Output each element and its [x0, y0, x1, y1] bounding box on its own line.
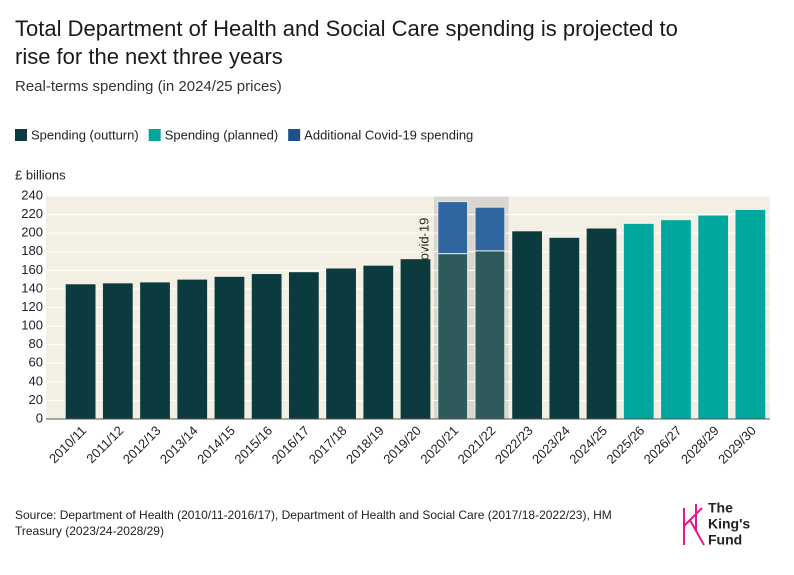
y-tick-label: 80 — [29, 336, 43, 351]
bar — [735, 209, 766, 419]
source: Treasury (2023/24-2028/29) — [15, 524, 164, 538]
x-tick-label: 2016/17 — [269, 423, 313, 467]
logo-text: Fund — [708, 532, 742, 548]
bar — [549, 237, 580, 419]
chart-title: rise for the next three years — [15, 44, 283, 69]
bar — [586, 228, 617, 419]
logo: The King's Fund — [683, 500, 750, 548]
x-tick-label: 2010/11 — [46, 423, 89, 466]
y-tick-label: 140 — [21, 280, 43, 295]
y-tick-label: 40 — [29, 373, 43, 388]
bar — [363, 265, 394, 419]
bar — [140, 282, 170, 419]
x-tick-label: 2012/13 — [120, 423, 164, 467]
y-tick-label: 160 — [21, 262, 43, 277]
y-axis-label: £ billions — [15, 167, 66, 182]
bar — [177, 279, 208, 419]
y-tick-label: 0 — [36, 410, 43, 425]
logo-text: King's — [708, 516, 750, 532]
x-tick-label: 2022/23 — [492, 423, 536, 467]
y-tick-label: 20 — [29, 392, 43, 407]
bar — [474, 250, 506, 420]
bar — [65, 284, 96, 419]
bar — [698, 215, 729, 419]
y-tick-label: 200 — [21, 225, 43, 240]
legend-label: Additional Covid-19 spending — [304, 127, 473, 142]
logo-mark — [683, 504, 705, 546]
legend-label: Spending (outturn) — [31, 127, 139, 142]
source: Source: Department of Health (2010/11-20… — [15, 508, 612, 522]
x-tick-label: 2017/18 — [306, 423, 350, 467]
y-tick-label: 120 — [21, 299, 43, 314]
y-tick-label: 220 — [21, 206, 43, 221]
bar — [474, 206, 506, 252]
x-tick-label: 2020/21 — [417, 423, 461, 467]
y-tick-label: 100 — [21, 318, 43, 333]
bar — [512, 231, 543, 419]
x-tick-label: 2028/29 — [678, 423, 722, 467]
x-tick-label: 2018/19 — [343, 423, 387, 467]
logo-text: The — [708, 500, 733, 516]
legend-label: Spending (planned) — [165, 127, 278, 142]
bar — [661, 220, 691, 419]
x-tick-label: 2015/16 — [231, 423, 275, 467]
legend-swatch — [288, 129, 301, 141]
x-tick-label: 2014/15 — [194, 423, 238, 467]
y-tick-label: 180 — [21, 243, 43, 258]
chart-subtitle: Real-terms spending (in 2024/25 prices) — [15, 78, 282, 95]
x-tick-label: 2029/30 — [715, 423, 759, 467]
y-tick-label: 240 — [21, 187, 43, 202]
x-tick-label: 2019/20 — [380, 423, 424, 467]
x-tick-label: 2025/26 — [603, 423, 647, 467]
y-tick-label: 60 — [29, 355, 43, 370]
x-tick-label: 2026/27 — [641, 423, 685, 467]
legend-swatch — [148, 129, 161, 141]
x-tick-label: 2021/22 — [455, 423, 499, 467]
x-tick-label: 2023/24 — [529, 423, 573, 467]
x-tick-label: 2024/25 — [566, 423, 610, 467]
legend-swatch — [15, 129, 27, 141]
bar — [623, 223, 654, 419]
bar — [437, 253, 469, 420]
bar — [326, 268, 356, 419]
annotation: Covid-19 — [417, 218, 432, 270]
chart-title: Total Department of Health and Social Ca… — [15, 16, 678, 41]
bar — [288, 272, 319, 419]
x-tick-label: 2011/12 — [83, 423, 126, 466]
bar — [214, 276, 245, 419]
x-tick-label: 2013/14 — [157, 423, 201, 467]
bar — [251, 274, 282, 419]
bar — [400, 259, 431, 419]
bar — [437, 201, 469, 255]
bar — [102, 283, 133, 419]
